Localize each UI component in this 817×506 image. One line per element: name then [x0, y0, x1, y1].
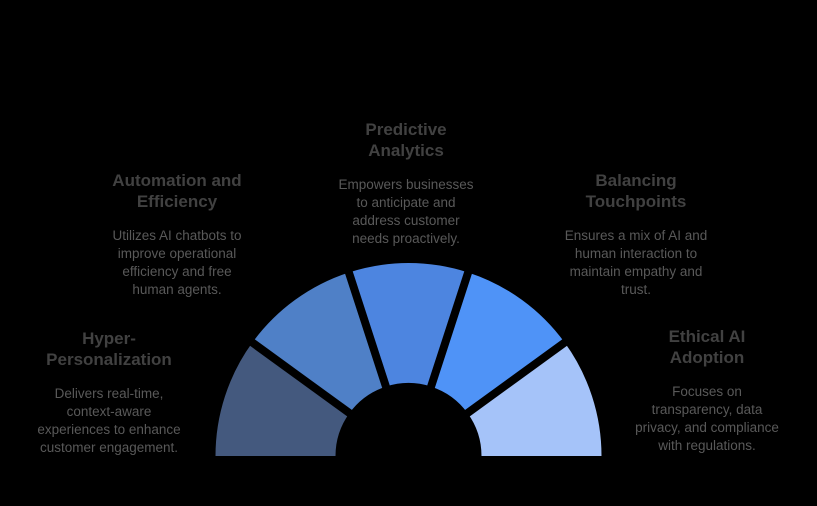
- fan-segment-gap: [240, 332, 373, 432]
- segment-title: Predictive Analytics: [365, 120, 447, 160]
- segment-title: Automation and Efficiency: [112, 171, 242, 211]
- segment-callout-predictive-analytics: Predictive Analytics Empowers businesses…: [316, 119, 496, 248]
- fan-segment-ethical-ai-adoption: [467, 342, 602, 456]
- fan-segment-gap: [419, 259, 476, 412]
- segment-title: Balancing Touchpoints: [585, 171, 687, 211]
- fan-segment-gap: [341, 259, 398, 412]
- segment-callout-balancing-touchpoints: Balancing Touchpoints Ensures a mix of A…: [546, 170, 726, 299]
- segment-description: Delivers real-time, context-aware experi…: [37, 386, 181, 455]
- fan-segment-gap: [444, 332, 577, 432]
- fan-segment-balancing-touchpoints: [431, 272, 565, 414]
- segment-description: Utilizes AI chatbots to improve operatio…: [112, 228, 242, 297]
- segment-description: Ensures a mix of AI and human interactio…: [564, 228, 708, 297]
- segment-callout-ethical-ai-adoption: Ethical AI Adoption Focuses on transpare…: [617, 326, 797, 455]
- segment-title: Ethical AI Adoption: [668, 327, 746, 367]
- segment-callout-automation-and-efficiency: Automation and Efficiency Utilizes AI ch…: [87, 170, 267, 299]
- segment-description: Empowers businesses to anticipate and ad…: [338, 177, 474, 246]
- segment-description: Focuses on transparency, data privacy, a…: [635, 384, 779, 453]
- fan-segment-automation-and-efficiency: [252, 272, 386, 414]
- fan-segment-hyper-personalization: [215, 342, 350, 456]
- segment-callout-hyper-personalization: Hyper- Personalization Delivers real-tim…: [19, 328, 199, 457]
- segment-title: Hyper- Personalization: [46, 329, 172, 369]
